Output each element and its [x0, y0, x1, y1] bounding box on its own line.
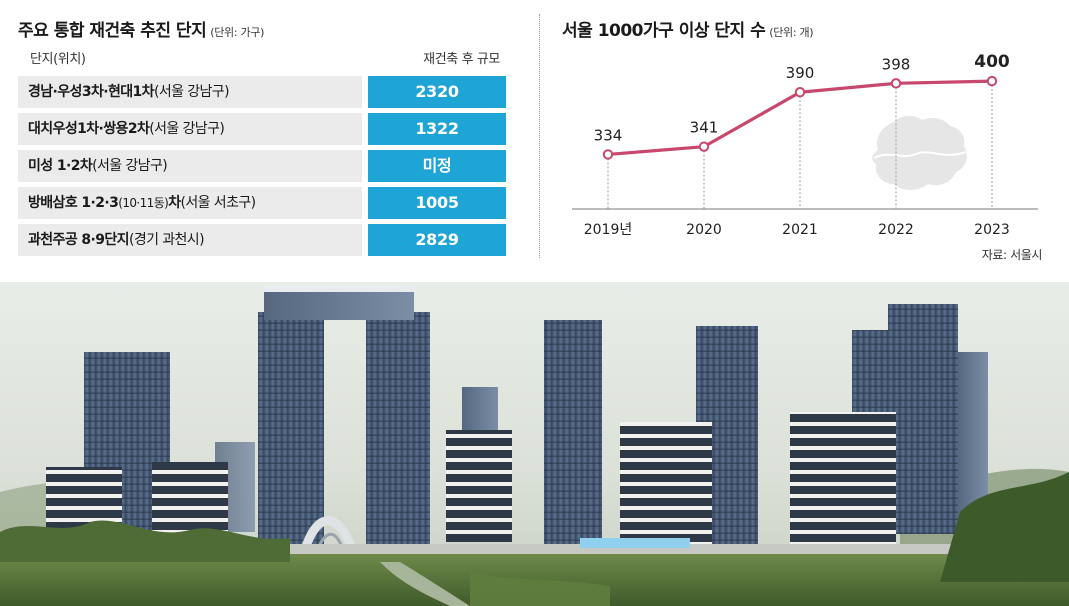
row-name-cell: 미성 1·2차(서울 강남구) — [18, 150, 362, 182]
data-label: 390 — [786, 64, 815, 82]
apartment-complex-rendering — [0, 282, 1069, 606]
table-row: 대치우성1차·쌍용2차(서울 강남구) 1322 — [18, 113, 506, 145]
data-label: 398 — [882, 55, 911, 73]
complex-name: 경남·우성3차·현대1차 — [28, 84, 155, 100]
complex-location: (서울 서초구) — [180, 195, 257, 211]
complex-location: (경기 과천시) — [128, 232, 205, 248]
header-rebuild-size: 재건축 후 규모 — [423, 52, 500, 67]
panel-divider — [539, 14, 540, 258]
line-chart-panel: 서울 1000가구 이상 단지 수 (단위: 개) 334 341 390 398 400… — [556, 0, 1056, 282]
table-title-text: 주요 통합 재건축 추진 단지 — [18, 21, 207, 41]
source-note: 자료: 서울시 — [981, 248, 1043, 262]
row-value-cell: 1005 — [368, 187, 506, 219]
han-river-line — [873, 151, 967, 159]
complex-building-numbers: (10·11동) — [118, 196, 169, 210]
complex-name: 과천주공 8·9단지 — [28, 232, 130, 248]
data-point — [698, 141, 710, 152]
complex-name: 방배삼호 1·2·3 — [28, 195, 119, 211]
row-name-cell: 방배삼호 1·2·3(10·11동)차(서울 서초구) — [18, 187, 362, 219]
x-tick-label: 2021 — [782, 222, 818, 238]
row-value-cell: 1322 — [368, 113, 506, 145]
table-unit: (단위: 가구) — [210, 26, 265, 39]
data-point — [890, 78, 902, 89]
table-row: 방배삼호 1·2·3(10·11동)차(서울 서초구) 1005 — [18, 187, 506, 219]
chart-unit: (단위: 개) — [769, 26, 814, 39]
table-row: 미성 1·2차(서울 강남구) 미정 — [18, 150, 506, 182]
complex-name: 대치우성1차·쌍용2차 — [28, 121, 150, 137]
x-tick-label: 2019년 — [584, 222, 633, 238]
header-complex-location: 단지(위치) — [30, 52, 86, 67]
data-point — [794, 87, 806, 98]
infographic: 주요 통합 재건축 추진 단지 (단위: 가구) 단지(위치) 재건축 후 규모 … — [0, 0, 1069, 282]
row-name-cell: 대치우성1차·쌍용2차(서울 강남구) — [18, 113, 362, 145]
complex-name-tail: 차 — [168, 195, 181, 211]
row-name-cell: 경남·우성3차·현대1차(서울 강남구) — [18, 76, 362, 108]
complex-location: (서울 강남구) — [153, 84, 230, 100]
table-title: 주요 통합 재건축 추진 단지 (단위: 가구) — [18, 16, 264, 41]
x-tick-label: 2023 — [974, 222, 1010, 238]
table-row: 과천주공 8·9단지(경기 과천시) 2829 — [18, 224, 506, 256]
data-point — [986, 75, 998, 87]
data-label: 341 — [690, 119, 719, 137]
row-name-cell: 과천주공 8·9단지(경기 과천시) — [18, 224, 362, 256]
complex-location: (서울 강남구) — [92, 158, 168, 174]
row-value-cell: 2320 — [368, 76, 506, 108]
line-chart: 334 341 390 398 400 2019년 2020 2021 2022 2023 — [572, 52, 1038, 238]
x-tick-label: 2022 — [878, 222, 914, 238]
chart-title-text: 서울 1000가구 이상 단지 수 — [562, 21, 766, 41]
complex-location: (서울 강남구) — [149, 121, 225, 137]
chart-title: 서울 1000가구 이상 단지 수 (단위: 개) — [562, 16, 814, 41]
data-point — [602, 149, 614, 160]
row-value-cell: 2829 — [368, 224, 506, 256]
row-value-cell: 미정 — [368, 150, 506, 182]
data-label: 400 — [974, 52, 1010, 72]
table-row: 경남·우성3차·현대1차(서울 강남구) 2320 — [18, 76, 506, 108]
complex-name: 미성 1·2차 — [28, 158, 93, 174]
x-tick-label: 2020 — [686, 222, 722, 238]
data-label: 334 — [594, 126, 623, 144]
